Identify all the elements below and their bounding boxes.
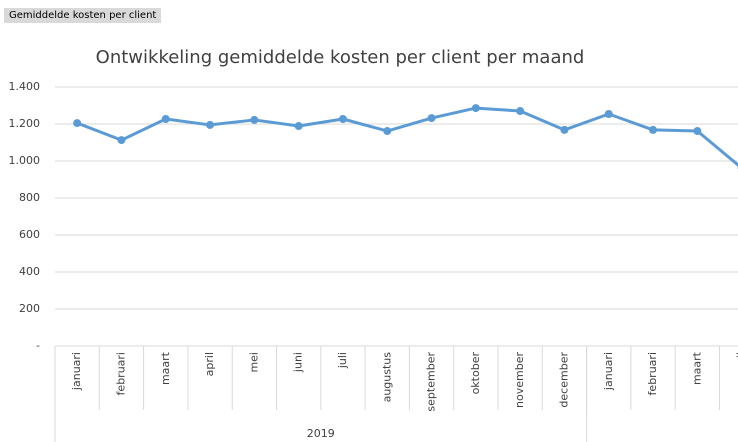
data-point bbox=[338, 115, 347, 124]
y-tick-label: 200 bbox=[19, 302, 40, 315]
y-tick-label: 400 bbox=[19, 265, 40, 278]
data-point bbox=[693, 127, 702, 136]
x-tick-label: november bbox=[513, 352, 526, 408]
data-point bbox=[649, 125, 658, 134]
x-tick-label: april bbox=[203, 352, 216, 376]
data-point bbox=[604, 110, 613, 119]
y-tick-label: - bbox=[36, 339, 40, 352]
x-tick-label: december bbox=[557, 352, 570, 408]
x-tick-label: mei bbox=[247, 352, 260, 373]
data-point bbox=[427, 114, 436, 123]
x-tick-label: augustus bbox=[380, 352, 393, 403]
x-tick-label: maart bbox=[690, 351, 703, 385]
x-tick-label: februari bbox=[646, 352, 659, 395]
data-point bbox=[117, 136, 126, 145]
y-tick-label: 1.200 bbox=[9, 117, 41, 130]
x-tick-label: januari bbox=[602, 352, 615, 391]
y-tick-label: 600 bbox=[19, 228, 40, 241]
x-tick-label: september bbox=[425, 352, 438, 412]
data-point bbox=[516, 107, 525, 116]
data-point bbox=[560, 125, 569, 134]
y-tick-label: 800 bbox=[19, 191, 40, 204]
y-tick-label: 1.400 bbox=[9, 80, 41, 93]
x-tick-label: januari bbox=[70, 352, 83, 391]
data-point bbox=[294, 122, 303, 131]
data-point bbox=[161, 115, 170, 124]
data-point bbox=[250, 115, 259, 124]
x-tick-label: oktober bbox=[469, 352, 482, 395]
y-tick-label: 1.000 bbox=[9, 154, 41, 167]
x-tick-label: maart bbox=[159, 351, 172, 385]
data-point bbox=[383, 127, 392, 136]
data-point bbox=[206, 120, 215, 129]
x-tick-label: juni bbox=[292, 352, 305, 373]
data-point bbox=[73, 119, 82, 128]
group-label: 2019 bbox=[307, 427, 335, 440]
x-tick-label: april bbox=[735, 352, 738, 376]
sheet-label: Gemiddelde kosten per client bbox=[4, 8, 162, 23]
chart-title: Ontwikkeling gemiddelde kosten per clien… bbox=[96, 47, 585, 68]
data-point bbox=[471, 104, 480, 113]
x-tick-label: juli bbox=[336, 352, 349, 369]
x-tick-label: februari bbox=[114, 352, 127, 395]
series-line bbox=[76, 106, 738, 167]
